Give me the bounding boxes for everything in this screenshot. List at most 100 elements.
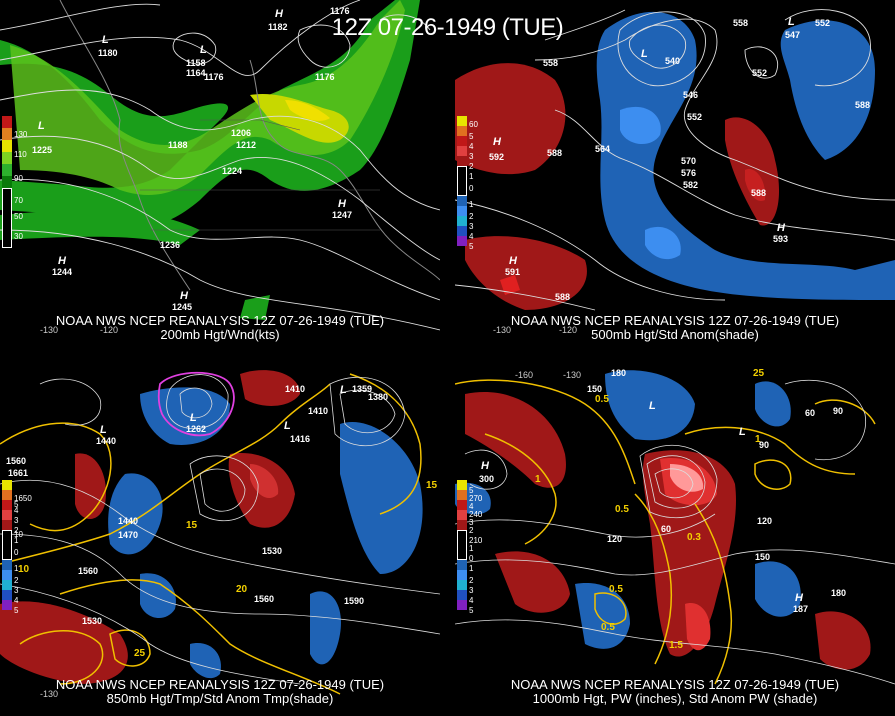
pw-label: 1.5	[669, 640, 683, 651]
contour-label: 552	[752, 68, 768, 78]
contour-label: 1410	[285, 384, 306, 394]
contour-label: 570	[681, 156, 697, 166]
pw-label: 1	[535, 474, 541, 485]
pw-label: 0.3	[687, 532, 701, 543]
pw-label: 0.5	[609, 584, 623, 595]
contour-label: 1440	[96, 436, 117, 446]
lon-label: -120	[100, 325, 119, 335]
map-850mb	[0, 370, 440, 695]
lon-label: -130	[493, 325, 512, 335]
contour-label: 592	[489, 152, 505, 162]
contour-label: 1225	[32, 145, 53, 155]
contour-label: 540	[665, 56, 681, 66]
lon-label: -130	[40, 325, 59, 335]
map-1000mb	[455, 370, 895, 685]
legend-label: 4	[469, 596, 474, 605]
contour-label: 1560	[6, 456, 27, 466]
map-200mb	[0, 0, 440, 331]
contour-label: 1245	[172, 302, 193, 312]
legend-label: 1	[469, 200, 474, 209]
contour-label: 1262	[186, 424, 207, 434]
legend-label: 1	[14, 536, 19, 545]
high-marker: H	[180, 290, 188, 302]
pw-label: 0.5	[601, 622, 615, 633]
contour-label: 150	[755, 552, 771, 562]
legend-label: 4	[469, 142, 474, 151]
high-marker: H	[58, 255, 66, 267]
lon-label: -160	[515, 370, 534, 380]
contour-label: 1530	[82, 616, 103, 626]
panel-subcaption: 200mb Hgt/Wnd(kts)	[160, 327, 280, 342]
contour-label: 150	[587, 384, 603, 394]
contour-label: 1224	[222, 166, 243, 176]
panel-caption: NOAA NWS NCEP REANALYSIS 12Z 07-26-1949 …	[55, 677, 385, 692]
legend-label: 130	[14, 130, 28, 139]
legend-label: 4	[14, 596, 19, 605]
panel-subcaption: 1000mb Hgt, PW (inches), Std Anom PW (sh…	[532, 691, 818, 706]
contour-label: 1182	[268, 22, 288, 32]
contour-label: 552	[687, 112, 703, 122]
legend-label: 0	[469, 554, 474, 563]
high-marker: H	[481, 460, 489, 472]
temp-label: 25	[134, 648, 146, 659]
legend-label: 2	[469, 162, 474, 171]
legend-label: 10	[14, 530, 23, 539]
contour-label: 1470	[118, 530, 139, 540]
contour-label: 1661	[8, 468, 29, 478]
contour-label: 1380	[368, 392, 389, 402]
high-marker: H	[777, 222, 785, 234]
legend-label: 3	[14, 586, 19, 595]
low-marker: L	[190, 412, 197, 424]
legend-label: 1	[469, 564, 474, 573]
contour-label: 180	[831, 588, 847, 598]
temp-label: 10	[18, 564, 30, 575]
legend-label: 3	[14, 516, 19, 525]
contour-label: 564	[595, 144, 611, 154]
panel-caption: NOAA NWS NCEP REANALYSIS 12Z 07-26-1949 …	[510, 677, 840, 692]
lon-label: -130	[563, 370, 582, 380]
legend-label: 1	[469, 172, 474, 181]
legend-label: 0	[14, 548, 19, 557]
contour-label: 588	[547, 148, 563, 158]
contour-label: 1440	[118, 516, 139, 526]
pw-label: 0.5	[615, 504, 629, 515]
legend-label: 2	[14, 526, 19, 535]
contour-label: 1247	[332, 210, 353, 220]
legend-label: 5	[469, 606, 474, 615]
panel-subcaption: 850mb Hgt/Tmp/Std Anom Tmp(shade)	[106, 691, 334, 706]
legend-label: 50	[14, 212, 23, 221]
low-marker: L	[340, 384, 347, 396]
pw-label: 25	[753, 368, 765, 379]
high-marker: H	[493, 136, 501, 148]
contour-label: 120	[757, 516, 773, 526]
contour-label: 1188	[168, 140, 188, 150]
contour-label: 1236	[160, 240, 181, 250]
low-marker: L	[102, 34, 109, 46]
legend-label: 30	[14, 232, 23, 241]
legend-label: 4	[14, 506, 19, 515]
legend-label: 2	[469, 576, 474, 585]
contour-label: 1212	[236, 140, 257, 150]
temp-label: 15	[426, 480, 438, 491]
panel-subcaption: 500mb Hgt/Std Anom(shade)	[591, 327, 759, 342]
contour-label: 546	[683, 90, 699, 100]
legend-label: 210	[469, 536, 483, 545]
contour-label: 558	[733, 18, 749, 28]
contour-label: 187	[793, 604, 809, 614]
high-marker: H	[338, 198, 346, 210]
legend-label: 1650	[14, 494, 32, 503]
legend-label: 3	[469, 586, 474, 595]
legend-label: 0	[469, 184, 474, 193]
contour-label: 1158	[186, 58, 206, 68]
contour-label: 1164	[186, 68, 206, 78]
contour-label: 582	[683, 180, 699, 190]
legend-label: 1	[469, 544, 474, 553]
legend-label: 4	[469, 502, 474, 511]
contour-label: 60	[661, 524, 672, 534]
high-marker: H	[795, 592, 803, 604]
contour-label: 90	[759, 440, 770, 450]
legend-label: 3	[469, 152, 474, 161]
contour-label: 1180	[98, 48, 118, 58]
contour-label: 552	[815, 18, 831, 28]
contour-label: 1359	[352, 384, 373, 394]
